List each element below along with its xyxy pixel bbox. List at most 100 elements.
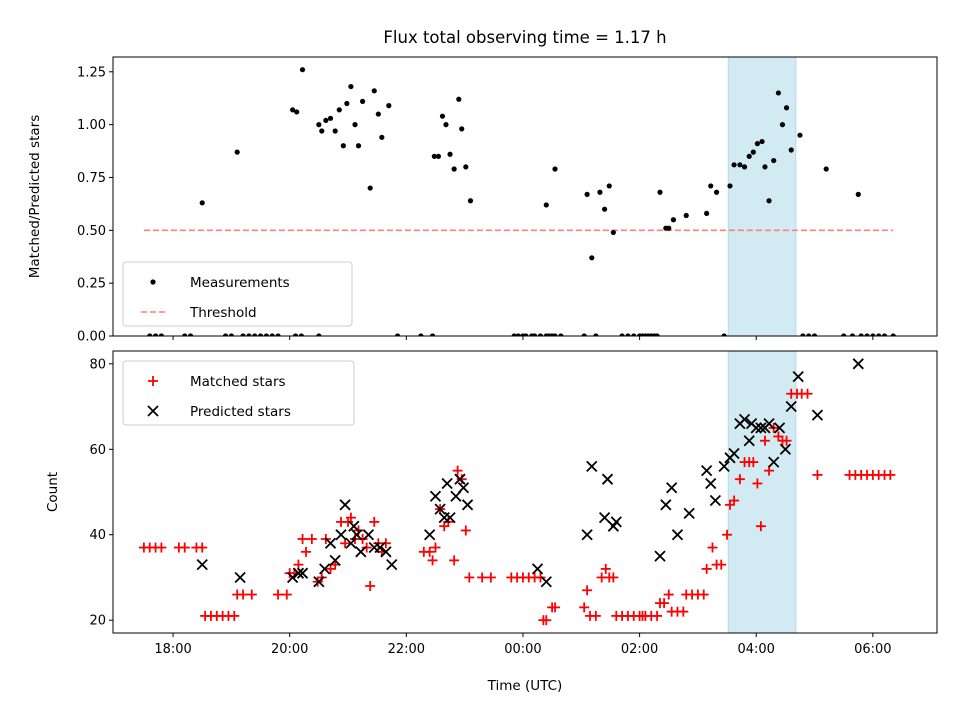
- data-point: [441, 477, 453, 490]
- data-point: [365, 581, 376, 591]
- data-point: [439, 113, 446, 119]
- data-point: [386, 558, 398, 571]
- data-point: [340, 143, 346, 149]
- data-point: [610, 516, 622, 528]
- data-point: [290, 107, 296, 113]
- data-point: [729, 495, 740, 506]
- data-point: [297, 534, 308, 544]
- data-point: [598, 511, 611, 524]
- data-point: [222, 333, 229, 336]
- data-point: [323, 117, 329, 124]
- data-point: [234, 149, 240, 155]
- data-point: [460, 525, 471, 536]
- data-point: [698, 589, 709, 600]
- data-point: [849, 333, 856, 336]
- y-tick-label: 20: [89, 614, 106, 629]
- data-point: [306, 534, 317, 544]
- data-point: [477, 572, 488, 583]
- legend-box: [122, 261, 353, 327]
- data-point: [443, 122, 449, 128]
- data-point: [708, 183, 714, 189]
- data-point: [701, 464, 713, 477]
- data-point: [601, 473, 614, 485]
- data-point: [273, 589, 284, 600]
- data-point: [386, 103, 392, 109]
- data-point: [864, 333, 870, 336]
- data-point: [705, 477, 717, 490]
- axes-frame: [112, 56, 938, 337]
- data-point: [855, 191, 861, 197]
- data-point: [716, 559, 727, 570]
- legend-label: Matched stars: [190, 374, 286, 390]
- data-point: [485, 572, 496, 583]
- data-point: [301, 546, 312, 557]
- data-point: [296, 567, 309, 579]
- data-point: [593, 333, 599, 336]
- data-point: [456, 96, 462, 102]
- data-point: [379, 134, 385, 140]
- chart-title: Flux total observing time = 1.17 h: [383, 28, 666, 47]
- data-point: [457, 482, 470, 494]
- data-point: [316, 333, 322, 336]
- data-point: [451, 166, 457, 172]
- data-point: [187, 333, 194, 336]
- data-point: [763, 417, 775, 430]
- y-tick-label: 40: [89, 528, 106, 543]
- data-point: [582, 585, 593, 596]
- data-point: [823, 166, 829, 172]
- x-tick-label: 18:00: [154, 642, 191, 657]
- data-point: [240, 333, 246, 336]
- series-measurements: [147, 67, 896, 336]
- data-point: [701, 563, 712, 574]
- data-point: [371, 88, 377, 94]
- data-point: [430, 542, 441, 553]
- data-point: [336, 107, 342, 113]
- data-point: [319, 563, 331, 575]
- data-point: [316, 572, 327, 583]
- data-point: [792, 370, 804, 383]
- data-point: [731, 162, 737, 168]
- data-point: [775, 90, 781, 96]
- data-point: [352, 122, 358, 128]
- data-point: [771, 157, 777, 164]
- data-point: [424, 546, 435, 557]
- data-point: [199, 200, 205, 206]
- data-point: [269, 333, 275, 336]
- data-point: [755, 521, 766, 532]
- data-point: [670, 217, 677, 223]
- data-point: [182, 333, 188, 336]
- data-point: [738, 413, 751, 426]
- x-tick-label: 22:00: [388, 642, 425, 657]
- data-point: [783, 105, 790, 111]
- data-point: [452, 465, 463, 476]
- data-point: [348, 83, 354, 90]
- data-point: [523, 333, 529, 336]
- data-point: [748, 457, 759, 468]
- data-point: [663, 589, 674, 600]
- data-point: [329, 554, 341, 567]
- data-point: [380, 546, 392, 558]
- data-point: [427, 555, 438, 566]
- legend-marker-dot: [150, 279, 156, 285]
- data-point: [543, 202, 549, 208]
- data-point: [447, 151, 453, 157]
- data-point: [800, 333, 806, 336]
- data-point: [779, 443, 792, 455]
- data-point: [355, 546, 367, 558]
- x-tick-label: 20:00: [271, 642, 308, 657]
- data-point: [660, 499, 672, 511]
- x-axis-label: Time (UTC): [487, 678, 563, 694]
- data-point: [147, 333, 153, 336]
- data-point: [434, 503, 446, 515]
- data-point: [298, 333, 304, 336]
- legend-marker-x: [147, 405, 159, 417]
- data-point: [319, 128, 325, 134]
- data-point: [234, 571, 246, 584]
- legend-marker-plus: [148, 376, 158, 386]
- data-point: [324, 537, 337, 549]
- data-point: [750, 149, 756, 155]
- data-point: [238, 589, 249, 600]
- data-point: [654, 550, 666, 562]
- data-point: [361, 542, 372, 553]
